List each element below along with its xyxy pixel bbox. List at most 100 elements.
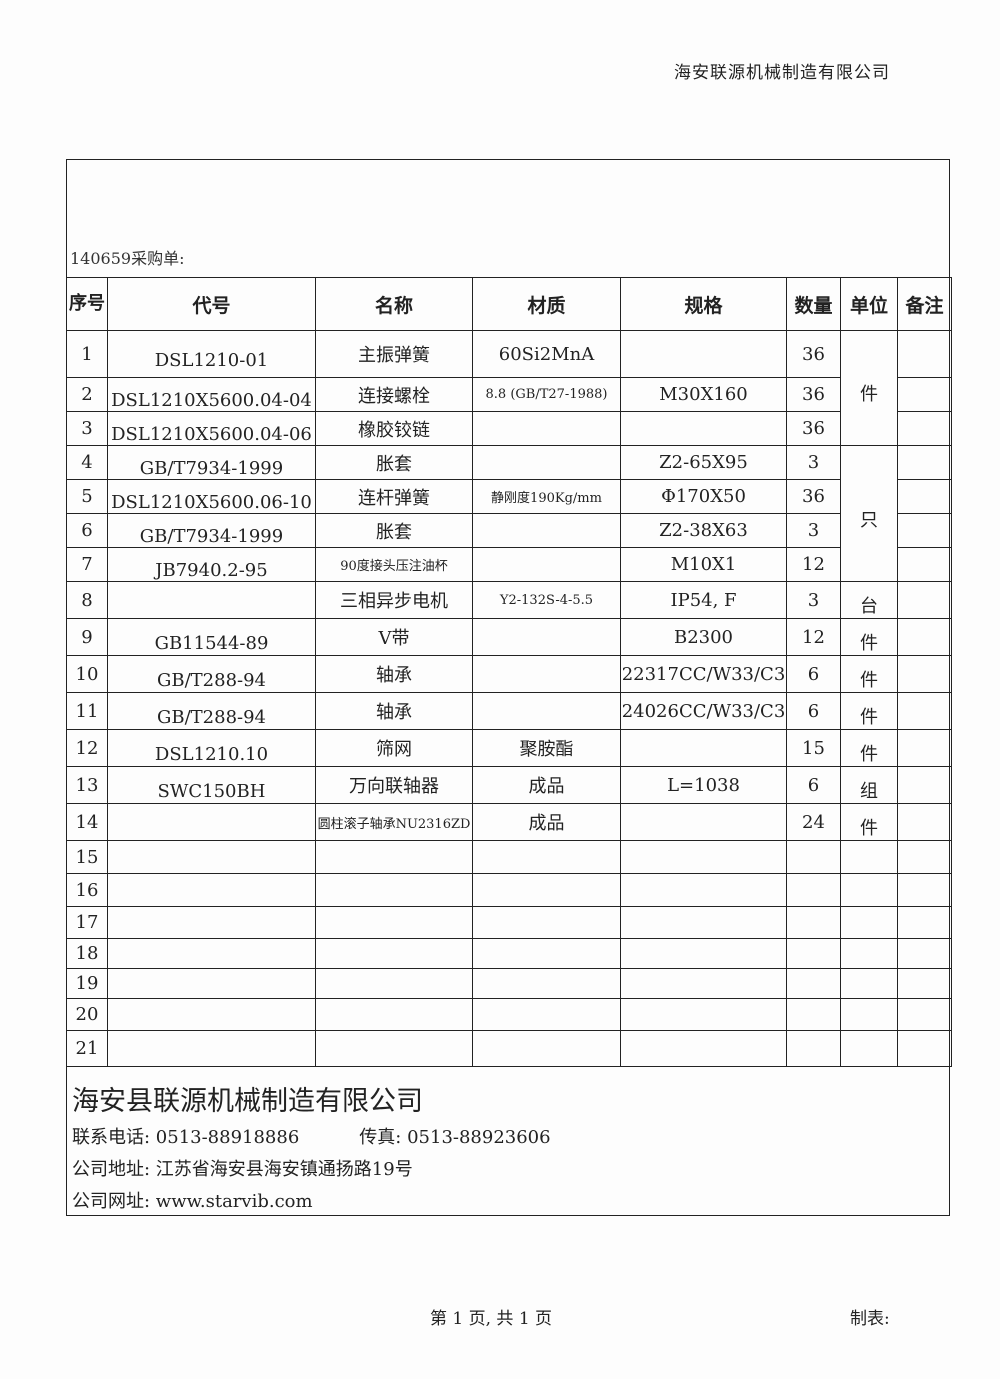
quantity <box>786 968 841 999</box>
table-row: 10 GB/T288-94 轴承 22317CC/W33/C3 6 件 <box>66 655 952 693</box>
part-code: DSL1210X5600.04-04 <box>107 377 316 412</box>
specification <box>620 840 787 874</box>
specification <box>620 411 787 446</box>
row-number: 19 <box>66 968 108 999</box>
remarks <box>897 766 952 804</box>
part-code: DSL1210-01 <box>107 330 316 378</box>
table-row: 12 DSL1210.10 筛网 聚胺酯 15 件 <box>66 729 952 767</box>
unit: 件 <box>840 655 898 693</box>
table-row: 4 GB/T7934-1999 胀套 Z2-65X95 3 只 <box>66 445 952 582</box>
row-number: 3 <box>66 411 108 446</box>
unit <box>840 998 898 1031</box>
remarks <box>897 1030 952 1067</box>
part-code: GB/T7934-1999 <box>107 513 316 548</box>
part-name: 轴承 <box>315 692 473 730</box>
unit <box>840 906 898 939</box>
part-code: GB/T288-94 <box>107 692 316 730</box>
remarks <box>897 547 952 582</box>
unit: 只 <box>840 445 898 582</box>
part-name <box>315 906 473 939</box>
column-header: 名称 <box>315 277 473 331</box>
remarks <box>897 938 952 969</box>
table-row: 19 <box>66 968 952 999</box>
remarks <box>897 998 952 1031</box>
row-number: 8 <box>66 581 108 619</box>
remarks <box>897 479 952 514</box>
part-name: 主振弹簧 <box>315 330 473 378</box>
quantity: 12 <box>786 618 841 656</box>
part-code <box>107 906 316 939</box>
quantity: 24 <box>786 803 841 841</box>
row-number: 7 <box>66 547 108 582</box>
material <box>472 873 621 907</box>
unit: 件 <box>840 803 898 841</box>
specification <box>620 330 787 378</box>
remarks <box>897 618 952 656</box>
specification: Φ170X50 <box>620 479 787 514</box>
purchase-table: 序号 代号 名称 材质 规格 数量 单位 备注 1 DSL1210-01 主振弹簧 60Si2MnA… <box>66 277 952 1067</box>
specification: 22317CC/W33/C3 <box>620 655 787 693</box>
material <box>472 938 621 969</box>
part-code <box>107 873 316 907</box>
part-name: 胀套 <box>315 445 473 480</box>
remarks <box>897 729 952 767</box>
unit <box>840 873 898 907</box>
quantity <box>786 1030 841 1067</box>
part-name <box>315 840 473 874</box>
material: 60Si2MnA <box>472 330 621 378</box>
quantity: 36 <box>786 411 841 446</box>
unit <box>840 1030 898 1067</box>
remarks <box>897 803 952 841</box>
material <box>472 1030 621 1067</box>
unit <box>840 840 898 874</box>
part-name <box>315 968 473 999</box>
specification: B2300 <box>620 618 787 656</box>
specification <box>620 1030 787 1067</box>
specification: Z2-65X95 <box>620 445 787 480</box>
part-name: 连接螺栓 <box>315 377 473 412</box>
column-header: 数量 <box>786 277 841 331</box>
remarks <box>897 840 952 874</box>
specification: 24026CC/W33/C3 <box>620 692 787 730</box>
part-name: 连杆弹簧 <box>315 479 473 514</box>
order-title: 140659采购单: <box>70 249 185 268</box>
remarks <box>897 330 952 378</box>
material: 聚胺酯 <box>472 729 621 767</box>
remarks <box>897 968 952 999</box>
quantity <box>786 998 841 1031</box>
material: 8.8 (GB/T27-1988) <box>472 377 621 412</box>
row-number: 16 <box>66 873 108 907</box>
table-row: 14 圆柱滚子轴承NU2316ZD 成品 24 件 <box>66 803 952 841</box>
material <box>472 618 621 656</box>
part-code <box>107 968 316 999</box>
quantity: 3 <box>786 513 841 548</box>
material <box>472 411 621 446</box>
company-footer: 海安县联源机械制造有限公司 联系电话: 0513-88918886 传真: 051… <box>72 1082 551 1218</box>
footer-website: 公司网址: www.starvib.com <box>72 1191 313 1212</box>
footer-phone: 联系电话: 0513-88918886 <box>72 1127 300 1148</box>
row-number: 11 <box>66 692 108 730</box>
page-number: 第 1 页, 共 1 页 <box>430 1309 553 1329</box>
material: 静刚度190Kg/mm <box>472 479 621 514</box>
table-row: 9 GB11544-89 V带 B2300 12 件 <box>66 618 952 656</box>
specification <box>620 968 787 999</box>
row-number: 1 <box>66 330 108 378</box>
remarks <box>897 655 952 693</box>
part-name: 圆柱滚子轴承NU2316ZD <box>315 803 473 841</box>
material: 成品 <box>472 803 621 841</box>
quantity: 3 <box>786 581 841 619</box>
material <box>472 968 621 999</box>
column-header: 序号 <box>66 277 108 331</box>
row-number: 6 <box>66 513 108 548</box>
specification <box>620 938 787 969</box>
specification: L=1038 <box>620 766 787 804</box>
table-row: 15 <box>66 840 952 874</box>
row-number: 4 <box>66 445 108 480</box>
quantity: 3 <box>786 445 841 480</box>
row-number: 17 <box>66 906 108 939</box>
part-name: 三相异步电机 <box>315 581 473 619</box>
quantity <box>786 873 841 907</box>
row-number: 15 <box>66 840 108 874</box>
